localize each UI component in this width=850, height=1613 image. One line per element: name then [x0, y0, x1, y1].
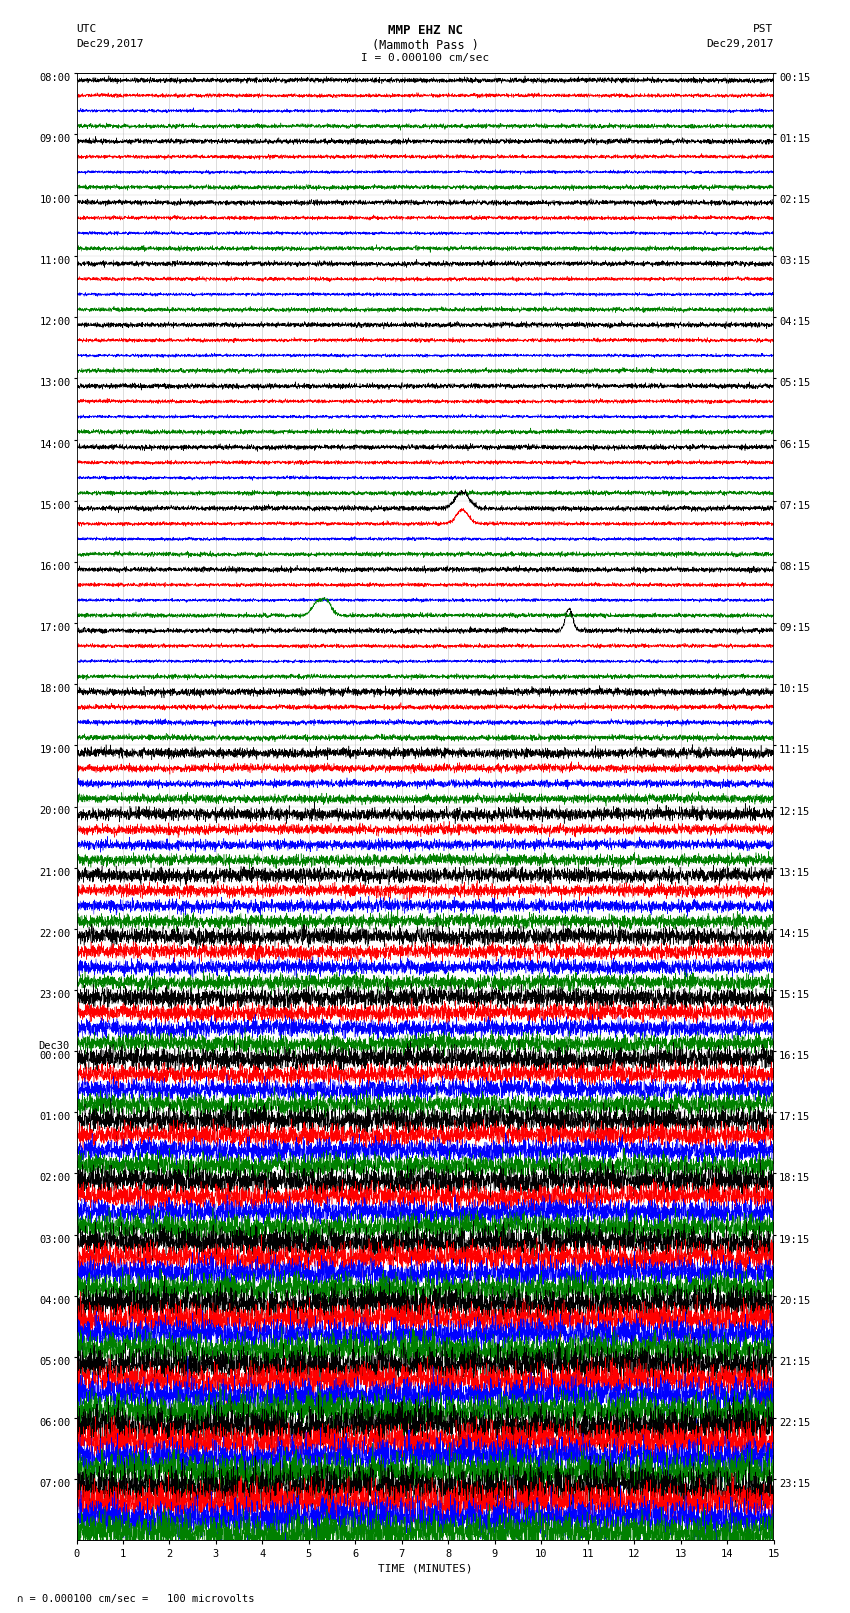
X-axis label: TIME (MINUTES): TIME (MINUTES): [377, 1563, 473, 1574]
Text: Dec30: Dec30: [38, 1040, 70, 1052]
Text: PST: PST: [753, 24, 774, 34]
Text: (Mammoth Pass ): (Mammoth Pass ): [371, 39, 479, 52]
Text: I = 0.000100 cm/sec: I = 0.000100 cm/sec: [361, 53, 489, 63]
Text: ∩ = 0.000100 cm/sec =   100 microvolts: ∩ = 0.000100 cm/sec = 100 microvolts: [17, 1594, 254, 1603]
Text: Dec29,2017: Dec29,2017: [706, 39, 774, 48]
Text: Dec29,2017: Dec29,2017: [76, 39, 144, 48]
Text: UTC: UTC: [76, 24, 97, 34]
Text: MMP EHZ NC: MMP EHZ NC: [388, 24, 462, 37]
